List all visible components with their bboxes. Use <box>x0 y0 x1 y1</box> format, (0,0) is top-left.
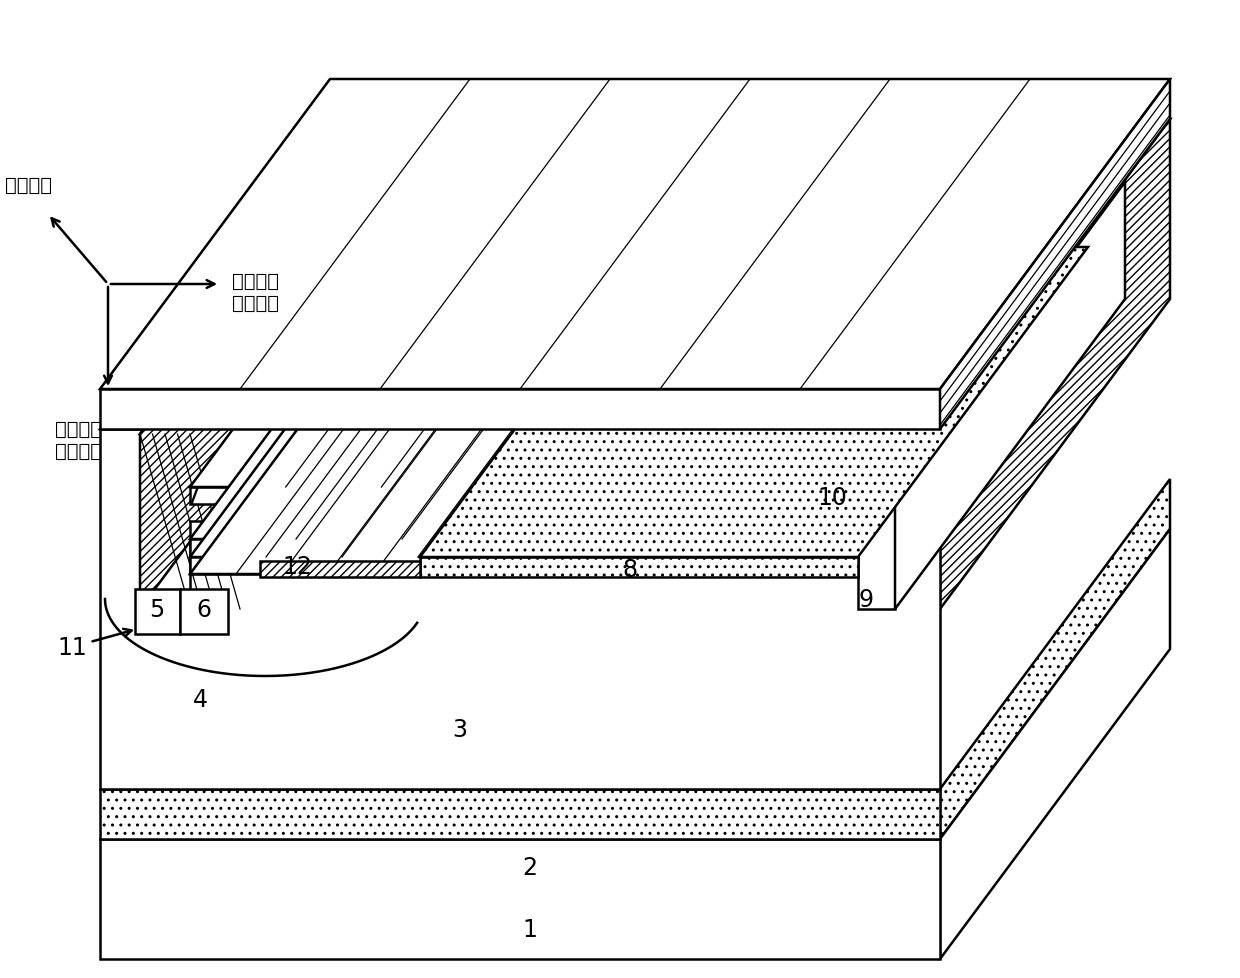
Polygon shape <box>190 247 800 557</box>
Text: 12: 12 <box>281 555 312 578</box>
Polygon shape <box>420 120 1171 429</box>
Text: 4: 4 <box>192 688 207 711</box>
Polygon shape <box>190 487 861 505</box>
Text: 长度方向
（横向）: 长度方向 （横向） <box>232 272 279 313</box>
Polygon shape <box>100 80 1171 389</box>
Polygon shape <box>190 521 720 540</box>
Polygon shape <box>140 125 420 434</box>
Polygon shape <box>140 125 370 609</box>
Text: 3: 3 <box>453 717 467 741</box>
Text: 厚度方向
（纵向）: 厚度方向 （纵向） <box>55 420 102 461</box>
Text: 宽度方向: 宽度方向 <box>5 176 52 195</box>
Polygon shape <box>100 839 940 959</box>
Polygon shape <box>940 479 1171 839</box>
Polygon shape <box>260 561 420 577</box>
Polygon shape <box>190 540 570 557</box>
Polygon shape <box>940 120 1171 609</box>
Polygon shape <box>420 247 1087 557</box>
Polygon shape <box>858 183 1125 493</box>
Polygon shape <box>135 590 180 635</box>
Polygon shape <box>861 178 1090 505</box>
Polygon shape <box>100 789 940 839</box>
Text: 11: 11 <box>57 629 131 659</box>
Polygon shape <box>420 557 858 577</box>
Polygon shape <box>140 434 190 609</box>
Polygon shape <box>940 80 1171 429</box>
Text: 10: 10 <box>817 485 847 510</box>
Text: 7: 7 <box>186 484 201 509</box>
Polygon shape <box>190 265 650 574</box>
Text: 1: 1 <box>522 917 537 941</box>
Polygon shape <box>190 230 950 540</box>
Polygon shape <box>190 557 420 574</box>
Text: 2: 2 <box>522 855 537 879</box>
Text: 5: 5 <box>149 598 165 621</box>
Text: 8: 8 <box>622 557 637 581</box>
Polygon shape <box>100 120 1171 429</box>
Polygon shape <box>895 183 1125 609</box>
Text: 9: 9 <box>858 588 873 611</box>
Polygon shape <box>190 178 1090 487</box>
Polygon shape <box>940 529 1171 959</box>
Polygon shape <box>100 389 940 429</box>
Polygon shape <box>858 493 895 609</box>
Text: 6: 6 <box>196 598 212 621</box>
Polygon shape <box>180 590 228 635</box>
Polygon shape <box>100 429 940 789</box>
